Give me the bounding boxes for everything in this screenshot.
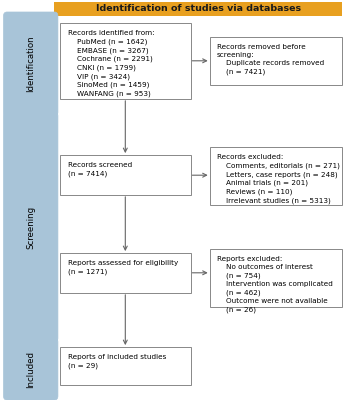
FancyBboxPatch shape: [210, 37, 342, 85]
Text: Reports excluded:
    No outcomes of interest
    (n = 754)
    Intervention was: Reports excluded: No outcomes of interes…: [217, 256, 333, 313]
Text: Records identified from:
    PubMed (n = 1642)
    EMBASE (n = 3267)
    Cochran: Records identified from: PubMed (n = 164…: [68, 30, 154, 97]
FancyBboxPatch shape: [4, 12, 58, 116]
Text: Records removed before
screening:
    Duplicate records removed
    (n = 7421): Records removed before screening: Duplic…: [217, 44, 324, 75]
Text: Records excluded:
    Comments, editorials (n = 271)
    Letters, case reports (: Records excluded: Comments, editorials (…: [217, 154, 340, 204]
FancyBboxPatch shape: [210, 249, 342, 307]
FancyBboxPatch shape: [60, 253, 191, 293]
FancyBboxPatch shape: [60, 155, 191, 195]
FancyBboxPatch shape: [60, 347, 191, 385]
Text: Screening: Screening: [26, 206, 35, 248]
Text: Identification of studies via databases: Identification of studies via databases: [96, 4, 301, 13]
Text: Reports assessed for eligibility
(n = 1271): Reports assessed for eligibility (n = 12…: [68, 260, 178, 275]
FancyBboxPatch shape: [54, 2, 342, 16]
FancyBboxPatch shape: [4, 112, 58, 342]
Text: Included: Included: [26, 350, 35, 388]
FancyBboxPatch shape: [210, 147, 342, 205]
Text: Identification: Identification: [26, 36, 35, 92]
FancyBboxPatch shape: [4, 338, 58, 400]
FancyBboxPatch shape: [60, 23, 191, 99]
Text: Reports of included studies
(n = 29): Reports of included studies (n = 29): [68, 354, 166, 369]
Text: Records screened
(n = 7414): Records screened (n = 7414): [68, 162, 132, 177]
